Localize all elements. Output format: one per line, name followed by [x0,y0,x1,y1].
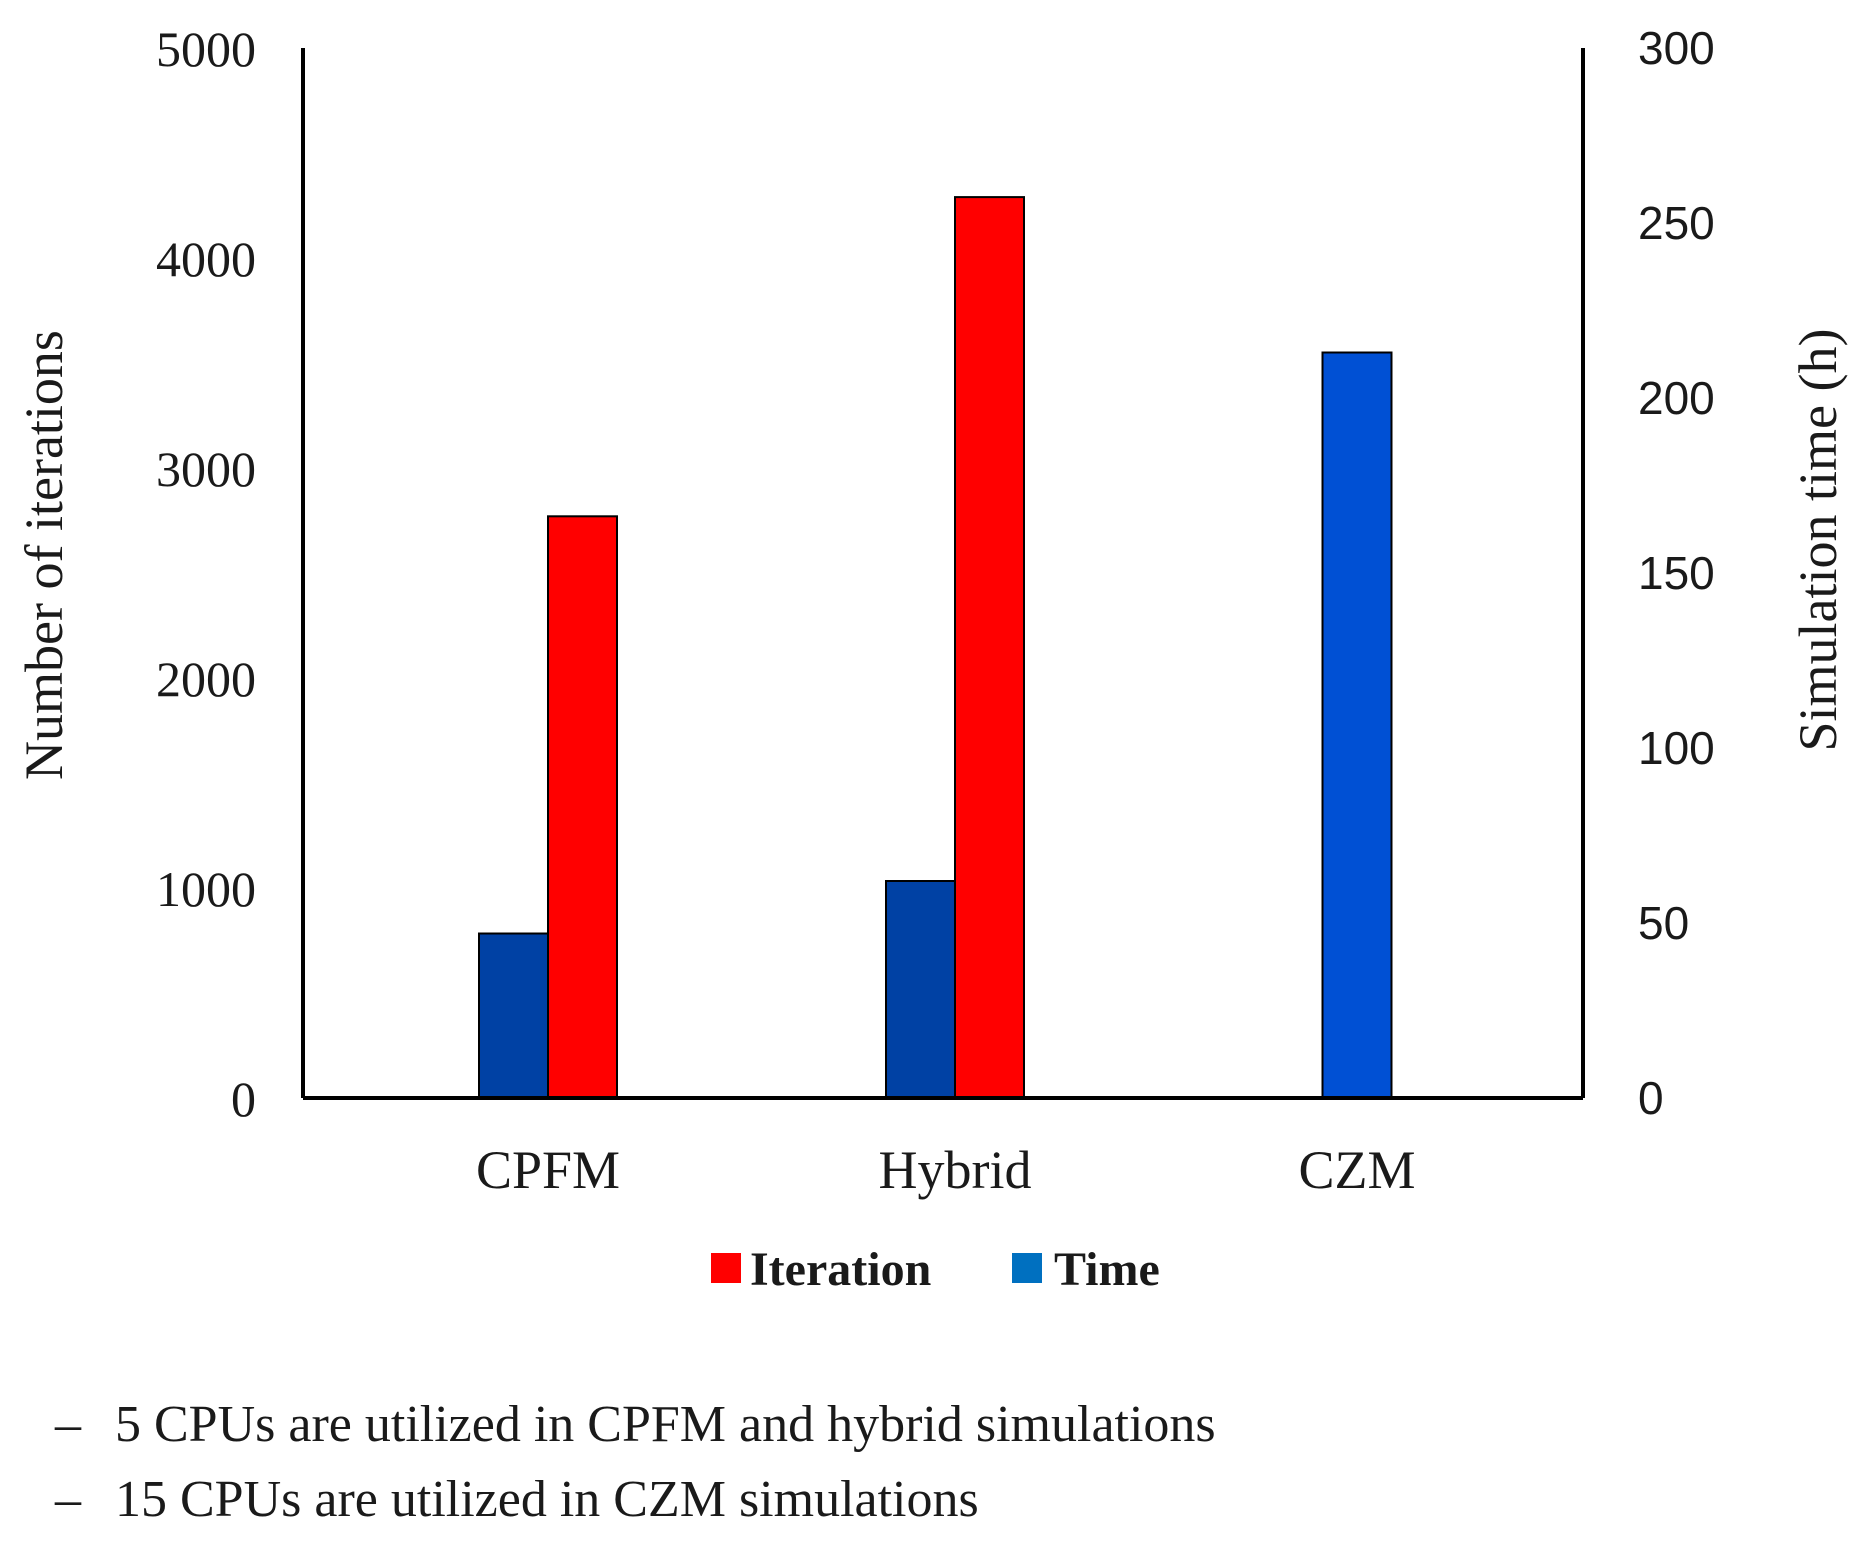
legend-swatch-time [1012,1253,1042,1283]
bar-time-czm [1321,351,1393,1099]
y-left-tick-label: 1000 [156,861,256,917]
y-right-tick-label: 300 [1638,22,1715,74]
legend-label-time: Time [1054,1243,1160,1296]
y-left-tick-label: 0 [231,1071,256,1127]
y-right-tick-label: 0 [1638,1072,1664,1124]
y-left-tick-label: 5000 [156,21,256,77]
bar-iteration-cpfm [547,515,618,1099]
legend: Iteration Time [711,1243,1160,1296]
bars-group [478,196,1393,1100]
y-right-tick-label: 250 [1638,197,1715,249]
footnote-bullet: – [54,1471,82,1528]
x-category-label: Hybrid [879,1140,1032,1200]
axes-group [301,48,1585,1100]
category-labels: CPFM Hybrid CZM [476,1140,1416,1200]
legend-swatch-iteration [711,1253,741,1283]
legend-label-iteration: Iteration [750,1243,931,1296]
ticks-group: 0 1000 2000 3000 4000 5000 0 50 100 150 200 250 300 [156,21,1715,1127]
y-left-tick-label: 3000 [156,441,256,497]
y-right-tick-label: 50 [1638,897,1689,949]
y-left-tick-label: 4000 [156,231,256,287]
y-left-axis-title: Number of iterations [14,330,74,780]
y-left-tick-label: 2000 [156,651,256,707]
y-right-tick-label: 200 [1638,372,1715,424]
footnote-1: 5 CPUs are utilized in CPFM and hybrid s… [115,1396,1216,1453]
x-category-label: CPFM [476,1140,620,1200]
footnote-bullet: – [54,1396,82,1453]
x-category-label: CZM [1298,1140,1415,1200]
footnote-2: 15 CPUs are utilized in CZM simulations [115,1471,979,1528]
bar-time-hybrid [885,880,956,1099]
footnotes: – 5 CPUs are utilized in CPFM and hybrid… [54,1396,1216,1528]
y-right-tick-label: 150 [1638,547,1715,599]
bar-iteration-hybrid [954,196,1025,1100]
bar-time-cpfm [478,932,549,1099]
y-right-tick-label: 100 [1638,722,1715,774]
y-right-axis-title: Simulation time (h) [1788,329,1848,752]
